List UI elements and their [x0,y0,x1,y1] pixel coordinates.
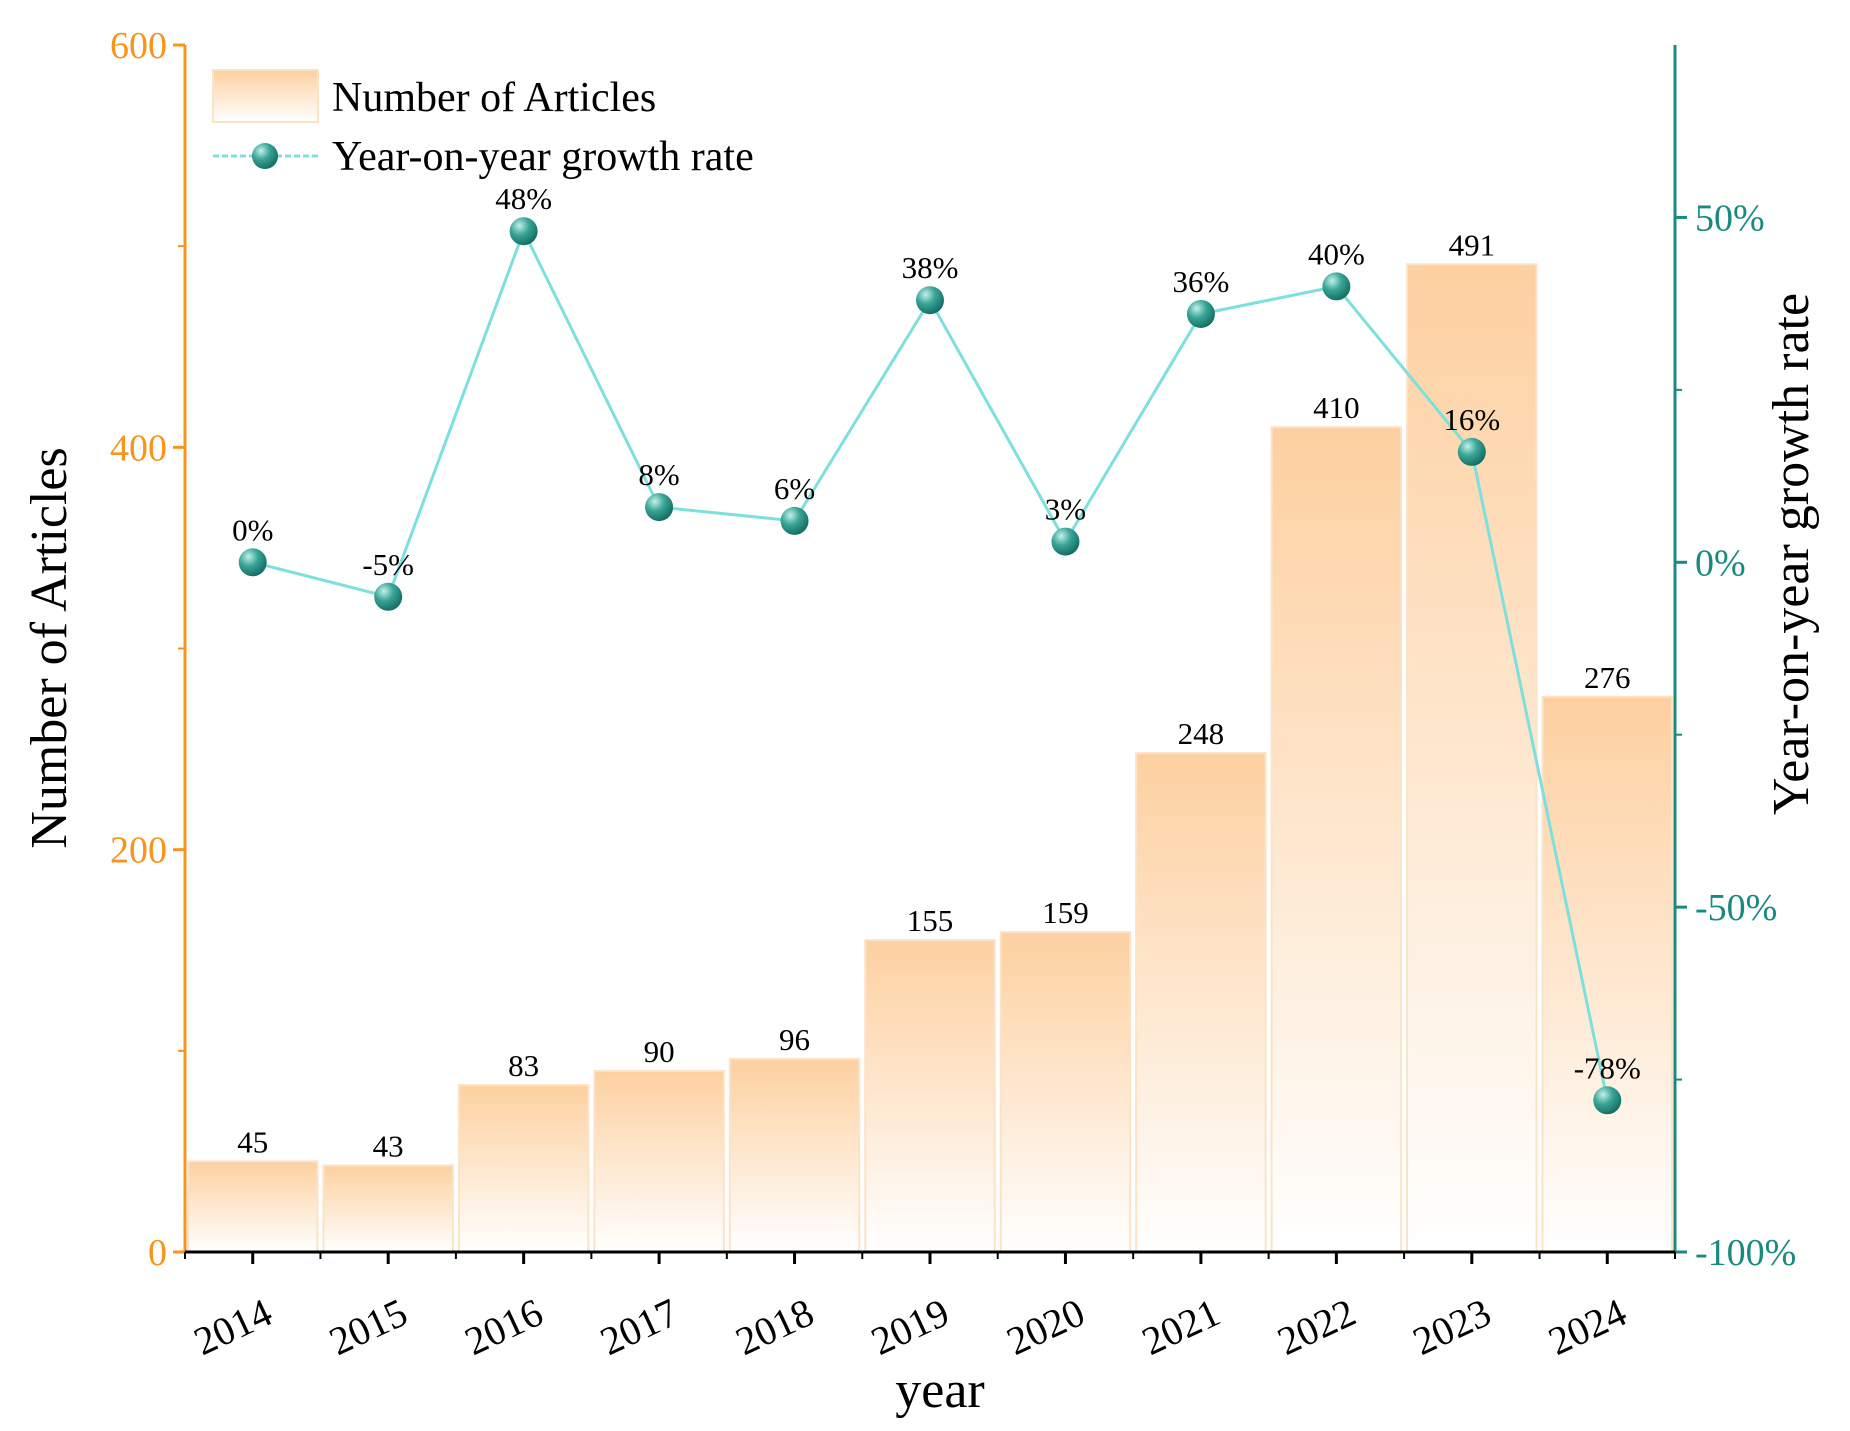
growth-marker-2018 [780,506,809,535]
left-tick-label: 200 [110,830,167,872]
bar-2021 [1135,752,1267,1254]
left-y-ticks: 0 200 400 600 [110,25,185,1274]
bars-layer [187,263,1673,1254]
bar-2015 [322,1164,454,1253]
legend: Number of Articles Year-on-year growth r… [212,69,754,180]
growth-value-label: 8% [638,457,679,492]
right-tick-label: 0% [1695,542,1746,584]
x-tick-label: 2016 [458,1289,550,1364]
growth-value-label: 6% [774,471,815,506]
right-tick-label: -100% [1695,1232,1796,1274]
bar-value-label: 90 [644,1034,675,1069]
bar-2020 [999,931,1132,1254]
bar-2016 [457,1084,590,1253]
growth-line-layer [238,217,1622,1115]
growth-value-label: 3% [1045,492,1086,527]
x-tick-label: 2023 [1406,1289,1498,1364]
bar-value-label: 43 [373,1128,404,1163]
x-tick-label: 2018 [729,1289,821,1364]
x-tick-label: 2019 [864,1289,956,1364]
bar-2024 [1541,695,1673,1253]
bar-2022 [1270,426,1403,1253]
growth-value-label: 0% [232,512,273,547]
growth-marker-2015 [374,582,403,611]
bar-value-label: 45 [237,1124,268,1159]
growth-value-label: 38% [902,250,959,285]
bar-labels-layer: 45 43 83 90 96 155 159 248 410 491 276 [237,227,1630,1163]
right-tick-label: -50% [1695,887,1777,929]
bar-value-label: 96 [779,1022,810,1057]
right-y-axis-title: Year-on-year growth rate [1763,293,1820,815]
right-y-ticks: -100% -50% 0% 50% [1675,197,1796,1274]
left-tick-label: 400 [110,427,167,469]
legend-marker-swatch [252,143,278,169]
growth-marker-2020 [1051,527,1080,556]
growth-value-label: -5% [362,547,414,582]
growth-value-label: -78% [1574,1050,1641,1085]
growth-marker-2024 [1593,1086,1622,1115]
legend-line-label: Year-on-year growth rate [332,134,754,180]
x-tick-label: 2015 [322,1289,414,1364]
bar-value-label: 491 [1449,227,1496,262]
bar-2019 [864,939,996,1253]
bar-value-label: 83 [508,1048,539,1083]
growth-marker-2019 [916,286,944,315]
growth-marker-2016 [509,217,538,246]
x-tick-label: 2014 [187,1289,279,1364]
left-tick-label: 600 [110,25,167,67]
bar-value-label: 159 [1042,895,1089,930]
right-tick-label: 50% [1695,197,1765,239]
bar-2017 [593,1069,725,1253]
growth-marker-2022 [1322,272,1351,301]
bar-2018 [728,1057,861,1253]
legend-bar-label: Number of Articles [332,75,656,121]
growth-marker-2021 [1186,299,1215,328]
growth-value-label: 48% [495,181,552,216]
bar-2023 [1406,263,1538,1253]
left-tick-label: 0 [148,1232,167,1274]
bar-value-label: 410 [1313,390,1360,425]
growth-labels-layer: 0% -5% 48% 8% 6% 38% 3% 36% 40% 16% -78% [232,181,1641,1085]
bar-value-label: 276 [1584,660,1631,695]
growth-marker-2017 [645,493,674,522]
bar-value-label: 248 [1178,716,1225,751]
x-axis-title: year [895,1362,984,1419]
growth-marker-2014 [238,548,267,577]
x-ticks: 2014 2015 2016 2017 2018 2019 2020 2021 2022 2023… [184,1252,1676,1364]
bar-2014 [187,1160,319,1253]
growth-value-label: 40% [1308,236,1365,271]
growth-value-label: 16% [1443,402,1500,437]
x-tick-label: 2021 [1135,1289,1227,1364]
growth-value-label: 36% [1172,264,1229,299]
x-tick-label: 2024 [1542,1289,1634,1364]
growth-marker-2023 [1457,437,1486,466]
x-tick-label: 2017 [593,1289,685,1364]
x-tick-label: 2022 [1271,1289,1363,1364]
x-tick-label: 2020 [1000,1289,1092,1364]
left-y-axis-title: Number of Articles [21,447,78,848]
legend-bar-swatch [212,69,319,123]
bar-value-label: 155 [907,903,954,938]
